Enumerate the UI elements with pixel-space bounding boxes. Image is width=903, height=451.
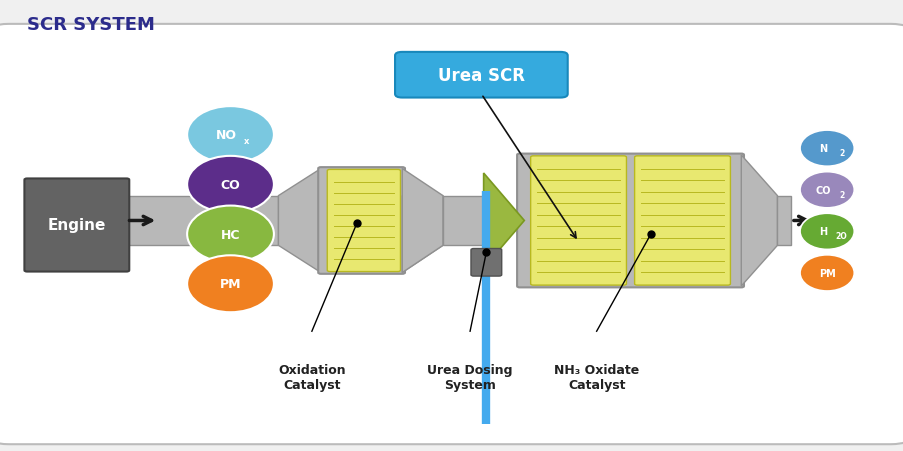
Text: CO: CO — [220, 179, 240, 191]
Polygon shape — [777, 196, 790, 246]
Polygon shape — [402, 196, 442, 273]
Ellipse shape — [799, 131, 853, 167]
Text: NH₃ Oxidate
Catalyst: NH₃ Oxidate Catalyst — [554, 363, 638, 391]
Ellipse shape — [799, 214, 853, 250]
FancyBboxPatch shape — [530, 156, 626, 285]
Text: PM: PM — [219, 278, 241, 290]
Polygon shape — [519, 156, 524, 286]
FancyBboxPatch shape — [517, 154, 743, 288]
Text: CO: CO — [815, 185, 831, 195]
FancyBboxPatch shape — [395, 53, 567, 98]
Text: Oxidation
Catalyst: Oxidation Catalyst — [278, 363, 345, 391]
Ellipse shape — [187, 256, 274, 313]
Polygon shape — [442, 196, 483, 246]
Text: 2: 2 — [838, 149, 843, 158]
Text: NO: NO — [215, 129, 237, 142]
Text: 2: 2 — [838, 190, 843, 199]
Text: 2O: 2O — [835, 232, 846, 241]
Ellipse shape — [187, 107, 274, 164]
Ellipse shape — [330, 179, 384, 263]
FancyBboxPatch shape — [24, 179, 129, 272]
Text: Urea SCR: Urea SCR — [437, 67, 525, 84]
Text: Urea Dosing
System: Urea Dosing System — [427, 363, 512, 391]
Ellipse shape — [799, 172, 853, 208]
Text: HC: HC — [220, 228, 240, 241]
Text: Engine: Engine — [48, 218, 106, 233]
Polygon shape — [278, 169, 321, 273]
Text: x: x — [244, 136, 249, 145]
Ellipse shape — [187, 206, 274, 263]
FancyBboxPatch shape — [470, 249, 501, 276]
Text: H: H — [819, 227, 826, 237]
Ellipse shape — [187, 156, 274, 213]
Polygon shape — [483, 174, 524, 268]
Text: N: N — [819, 144, 826, 154]
FancyBboxPatch shape — [318, 168, 405, 274]
Polygon shape — [126, 196, 278, 246]
Text: PM: PM — [818, 268, 834, 278]
Polygon shape — [740, 156, 777, 286]
FancyBboxPatch shape — [0, 25, 903, 444]
Text: SCR SYSTEM: SCR SYSTEM — [27, 16, 154, 34]
FancyBboxPatch shape — [634, 156, 730, 285]
Ellipse shape — [799, 255, 853, 291]
FancyBboxPatch shape — [327, 170, 400, 272]
Polygon shape — [402, 169, 442, 273]
